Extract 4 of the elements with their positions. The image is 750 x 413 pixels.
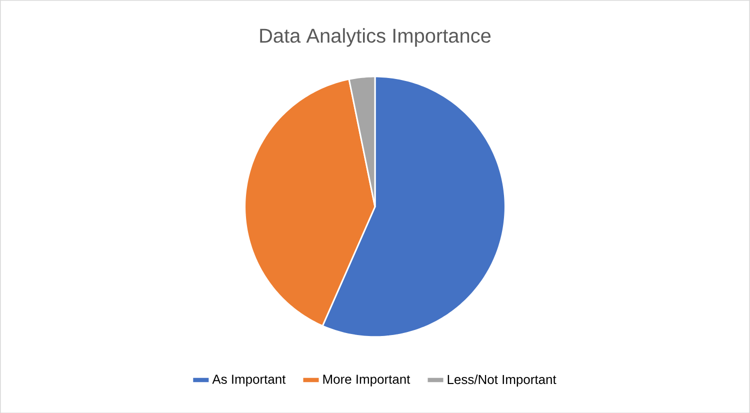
legend-label: As Important	[212, 374, 286, 386]
chart-title: Data Analytics Importance	[260, 28, 491, 47]
legend-label: More Important	[323, 374, 410, 386]
legend-label: Less/Not Important	[448, 374, 556, 386]
